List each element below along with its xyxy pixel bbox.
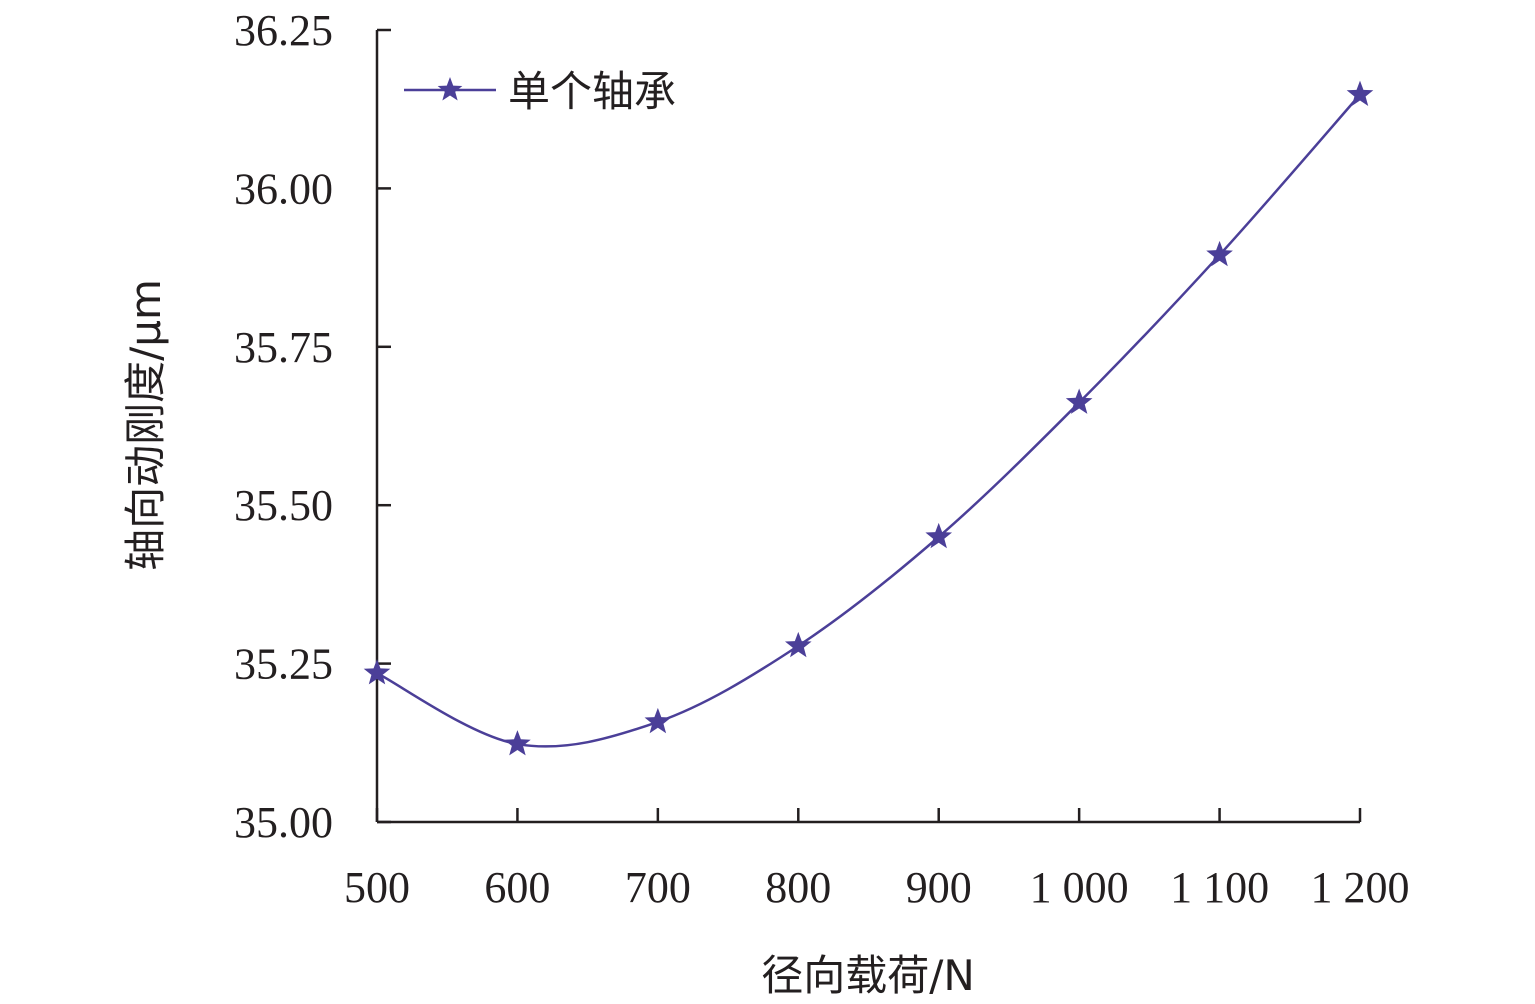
legend-star-marker: [437, 77, 463, 101]
data-point-star: [644, 707, 672, 734]
data-point-star: [925, 522, 953, 549]
x-tick-label: 1 200: [1311, 863, 1410, 912]
y-tick-label: 35.50: [234, 481, 333, 530]
data-point-star: [1206, 240, 1233, 267]
data-point-star: [1346, 80, 1374, 106]
x-axis-title: 径向载荷/N: [761, 951, 975, 1000]
series-line: [376, 93, 1361, 748]
y-tick-label: 35.00: [234, 798, 333, 847]
legend-label: 单个轴承: [508, 67, 676, 116]
x-tick-label: 600: [484, 863, 550, 912]
x-tick-label: 900: [906, 863, 972, 912]
x-tick-label: 1 100: [1170, 863, 1269, 912]
data-point-star: [784, 631, 812, 658]
x-tick-label: 700: [625, 863, 691, 912]
x-tick-label: 1 000: [1030, 863, 1129, 912]
data-point-star: [1065, 388, 1093, 414]
x-ticks: 500 600 700 800 900 1 000 1 100 1 200: [344, 808, 1410, 912]
x-tick-label: 800: [765, 863, 831, 912]
y-axis-title: 轴向动刚度/μm: [121, 279, 170, 571]
x-tick-label: 500: [344, 863, 410, 912]
series-layer: [363, 80, 1374, 756]
legend: 单个轴承: [404, 67, 676, 116]
y-tick-label: 36.25: [234, 6, 333, 55]
y-tick-label: 35.25: [234, 640, 333, 689]
data-point-star: [363, 659, 391, 685]
data-point-star: [504, 730, 531, 756]
axes: [375, 30, 1360, 824]
y-tick-label: 35.75: [234, 323, 333, 372]
y-tick-label: 36.00: [234, 164, 333, 213]
y-ticks: 35.00 35.25 35.50 35.75 36.00 36.25: [234, 6, 391, 847]
